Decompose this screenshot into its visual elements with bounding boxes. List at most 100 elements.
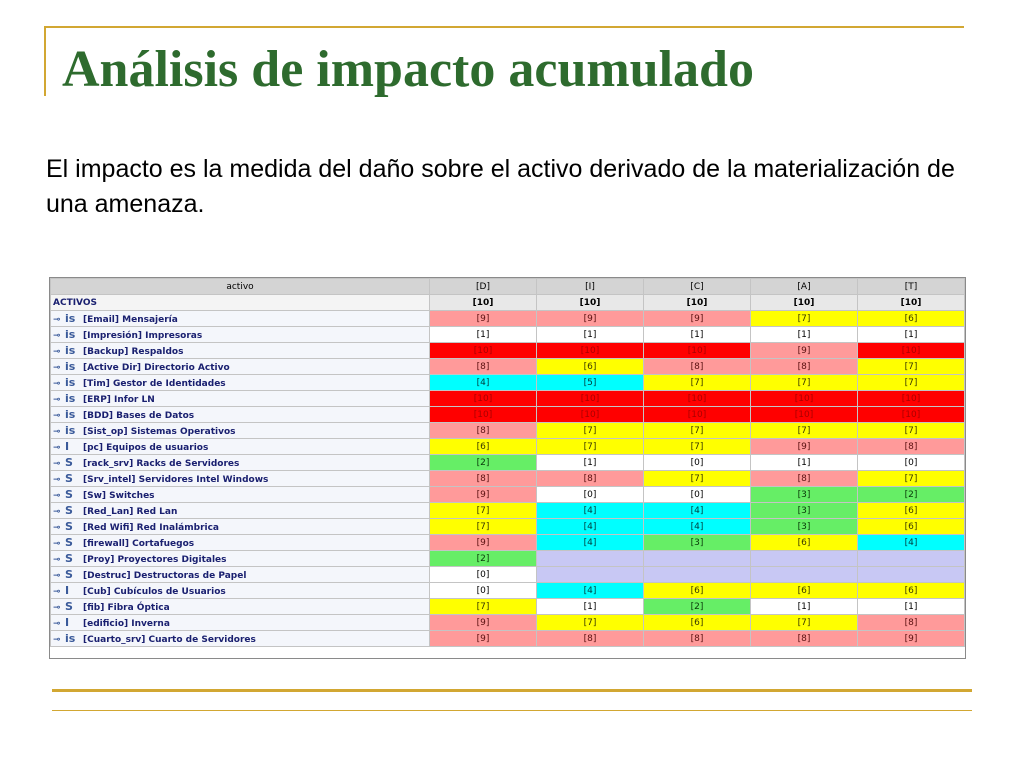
impact-cell-c [643, 566, 751, 583]
key-icon[interactable]: ⊸ [53, 379, 61, 389]
impact-cell-a: [6] [750, 582, 858, 599]
impact-cell-d: [8] [429, 358, 537, 375]
impact-cell-t: [6] [857, 582, 965, 599]
impact-cell-t [857, 550, 965, 567]
asset-name-cell[interactable]: ⊸ S [Destruc] Destructoras de Papel [50, 566, 430, 583]
key-icon[interactable]: ⊸ [53, 539, 61, 549]
asset-name-cell[interactable]: ⊸ is [Active Dir] Directorio Activo [50, 358, 430, 375]
column-header-c[interactable]: [C] [643, 278, 751, 295]
impact-cell-d: [7] [429, 518, 537, 535]
asset-name-cell[interactable]: ⊸ S [Sw] Switches [50, 486, 430, 503]
key-icon[interactable]: ⊸ [53, 315, 61, 325]
impact-cell-c: [8] [643, 358, 751, 375]
asset-label: [pc] Equipos de usuarios [83, 443, 209, 453]
key-icon[interactable]: ⊸ [53, 443, 61, 453]
table-row[interactable]: ⊸ S [Sw] Switches [9] [0] [0] [3] [2] [50, 486, 965, 503]
table-row[interactable]: ⊸ S [Proy] Proyectores Digitales [2] [50, 550, 965, 567]
asset-name-cell[interactable]: ⊸ S [rack_srv] Racks de Servidores [50, 454, 430, 471]
key-icon[interactable]: ⊸ [53, 619, 61, 629]
table-row[interactable]: ⊸ S [Red_Lan] Red Lan [7] [4] [4] [3] [6] [50, 502, 965, 519]
group-label: ACTIVOS [50, 294, 430, 311]
impact-cell-t [857, 566, 965, 583]
asset-name-cell[interactable]: ⊸ is [BDD] Bases de Datos [50, 406, 430, 423]
asset-name-cell[interactable]: ⊸ is [Impresión] Impresoras [50, 326, 430, 343]
impact-cell-i: [7] [536, 422, 644, 439]
impact-cell-t: [8] [857, 438, 965, 455]
impact-cell-t: [7] [857, 422, 965, 439]
table-row[interactable]: ⊸ is [Active Dir] Directorio Activo [8] [6][… [50, 358, 965, 375]
key-icon[interactable]: ⊸ [53, 491, 61, 501]
asset-name-cell[interactable]: ⊸ is [Sist_op] Sistemas Operativos [50, 422, 430, 439]
asset-name-cell[interactable]: ⊸ S [firewall] Cortafuegos [50, 534, 430, 551]
impact-cell-a: [10] [750, 406, 858, 423]
impact-cell-d: [4] [429, 374, 537, 391]
impact-table: activo [D] [I] [C] [A] [T] ACTIVOS [10] … [50, 278, 965, 647]
key-icon[interactable]: ⊸ [53, 587, 61, 597]
table-row[interactable]: ⊸ is [Email] Mensajería [9] [9] [9] [7] [6] [50, 310, 965, 327]
table-row[interactable]: ⊸ is [Backup] Respaldos [10] [10] [10] [9] [10] [50, 342, 965, 359]
table-row[interactable]: ⊸ is [Impresión] Impresoras [1] [1] [1] [1] [1] [50, 326, 965, 343]
key-icon[interactable]: ⊸ [53, 427, 61, 437]
key-icon[interactable]: ⊸ [53, 603, 61, 613]
asset-name-cell[interactable]: ⊸ S [Proy] Proyectores Digitales [50, 550, 430, 567]
column-header-activo[interactable]: activo [50, 278, 430, 295]
impact-cell-d: [0] [429, 582, 537, 599]
group-value-a: [10] [750, 294, 858, 311]
bottom-rule-thin [52, 710, 972, 711]
group-row-activos[interactable]: ACTIVOS [10] [10] [10] [10] [10] [50, 294, 965, 311]
table-row[interactable]: ⊸ is [Tim] Gestor de Identidades [4] [5] [7][… [50, 374, 965, 391]
key-icon[interactable]: ⊸ [53, 347, 61, 357]
key-icon[interactable]: ⊸ [53, 555, 61, 565]
asset-name-cell[interactable]: ⊸ is [ERP] Infor LN [50, 390, 430, 407]
impact-cell-i: [0] [536, 486, 644, 503]
asset-type-label: S [65, 552, 73, 565]
table-row[interactable]: ⊸ S [Srv_intel] Servidores Intel Windows [8… [50, 470, 965, 487]
asset-name-cell[interactable]: ⊸ is [Email] Mensajería [50, 310, 430, 327]
impact-cell-t: [10] [857, 406, 965, 423]
column-header-i[interactable]: [I] [536, 278, 644, 295]
table-row[interactable]: ⊸ is [ERP] Infor LN [10] [10] [10] [10] [10] [50, 390, 965, 407]
table-row[interactable]: ⊸ I [edificio] Inverna [9] [7] [6] [7] [8] [50, 614, 965, 631]
key-icon[interactable]: ⊸ [53, 411, 61, 421]
impact-cell-t: [8] [857, 614, 965, 631]
table-row[interactable]: ⊸ I [Cub] Cubículos de Usuarios [0] [4] [6] [6… [50, 582, 965, 599]
key-icon[interactable]: ⊸ [53, 331, 61, 341]
impact-cell-d: [9] [429, 486, 537, 503]
table-row[interactable]: ⊸ I [pc] Equipos de usuarios [6] [7] [7] [9] [8… [50, 438, 965, 455]
column-header-a[interactable]: [A] [750, 278, 858, 295]
asset-name-cell[interactable]: ⊸ I [Cub] Cubículos de Usuarios [50, 582, 430, 599]
asset-name-cell[interactable]: ⊸ S [fib] Fibra Óptica [50, 598, 430, 615]
asset-label: [ERP] Infor LN [83, 395, 155, 405]
key-icon[interactable]: ⊸ [53, 635, 61, 645]
key-icon[interactable]: ⊸ [53, 571, 61, 581]
key-icon[interactable]: ⊸ [53, 459, 61, 469]
asset-label: [Proy] Proyectores Digitales [83, 555, 227, 565]
table-row[interactable]: ⊸ S [firewall] Cortafuegos [9] [4] [3] [6] [4] [50, 534, 965, 551]
table-row[interactable]: ⊸ S [fib] Fibra Óptica [7] [1] [2] [1] [1] [50, 598, 965, 615]
column-header-t[interactable]: [T] [857, 278, 965, 295]
key-icon[interactable]: ⊸ [53, 507, 61, 517]
key-icon[interactable]: ⊸ [53, 395, 61, 405]
table-row[interactable]: ⊸ S [rack_srv] Racks de Servidores [2] [1] [0… [50, 454, 965, 471]
impact-cell-t: [1] [857, 598, 965, 615]
asset-name-cell[interactable]: ⊸ I [edificio] Inverna [50, 614, 430, 631]
table-row[interactable]: ⊸ is [Sist_op] Sistemas Operativos [8] [7] [7… [50, 422, 965, 439]
table-row[interactable]: ⊸ S [Destruc] Destructoras de Papel [0] [50, 566, 965, 583]
table-row[interactable]: ⊸ is [BDD] Bases de Datos [10] [10] [10] [10][… [50, 406, 965, 423]
asset-name-cell[interactable]: ⊸ is [Cuarto_srv] Cuarto de Servidores [50, 630, 430, 647]
column-header-d[interactable]: [D] [429, 278, 537, 295]
asset-name-cell[interactable]: ⊸ I [pc] Equipos de usuarios [50, 438, 430, 455]
table-row[interactable]: ⊸ S [Red Wifi] Red Inalámbrica [7] [4] [4] [3]… [50, 518, 965, 535]
impact-cell-t: [7] [857, 470, 965, 487]
asset-name-cell[interactable]: ⊸ S [Red_Lan] Red Lan [50, 502, 430, 519]
asset-name-cell[interactable]: ⊸ S [Srv_intel] Servidores Intel Windows [50, 470, 430, 487]
key-icon[interactable]: ⊸ [53, 523, 61, 533]
key-icon[interactable]: ⊸ [53, 475, 61, 485]
key-icon[interactable]: ⊸ [53, 363, 61, 373]
asset-name-cell[interactable]: ⊸ is [Tim] Gestor de Identidades [50, 374, 430, 391]
asset-name-cell[interactable]: ⊸ is [Backup] Respaldos [50, 342, 430, 359]
asset-name-cell[interactable]: ⊸ S [Red Wifi] Red Inalámbrica [50, 518, 430, 535]
impact-cell-i: [4] [536, 518, 644, 535]
table-row[interactable]: ⊸ is [Cuarto_srv] Cuarto de Servidores [9][… [50, 630, 965, 647]
impact-cell-d: [9] [429, 310, 537, 327]
